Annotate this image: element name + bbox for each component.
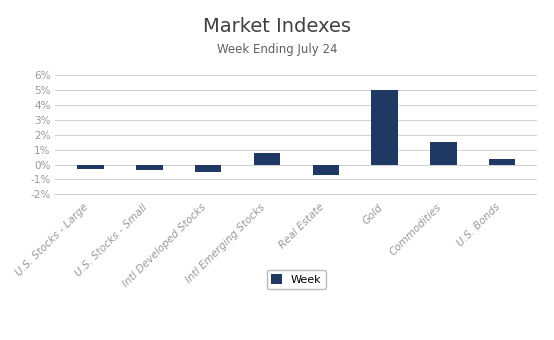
Text: Week Ending July 24: Week Ending July 24: [217, 42, 337, 55]
Text: Market Indexes: Market Indexes: [203, 17, 351, 36]
Bar: [312, 165, 339, 175]
Bar: [136, 165, 163, 170]
Bar: [254, 153, 280, 165]
Bar: [489, 158, 515, 165]
Bar: [195, 165, 222, 172]
Bar: [78, 165, 104, 169]
Bar: [371, 90, 398, 165]
Legend: Week: Week: [266, 270, 326, 289]
Bar: [430, 142, 456, 165]
